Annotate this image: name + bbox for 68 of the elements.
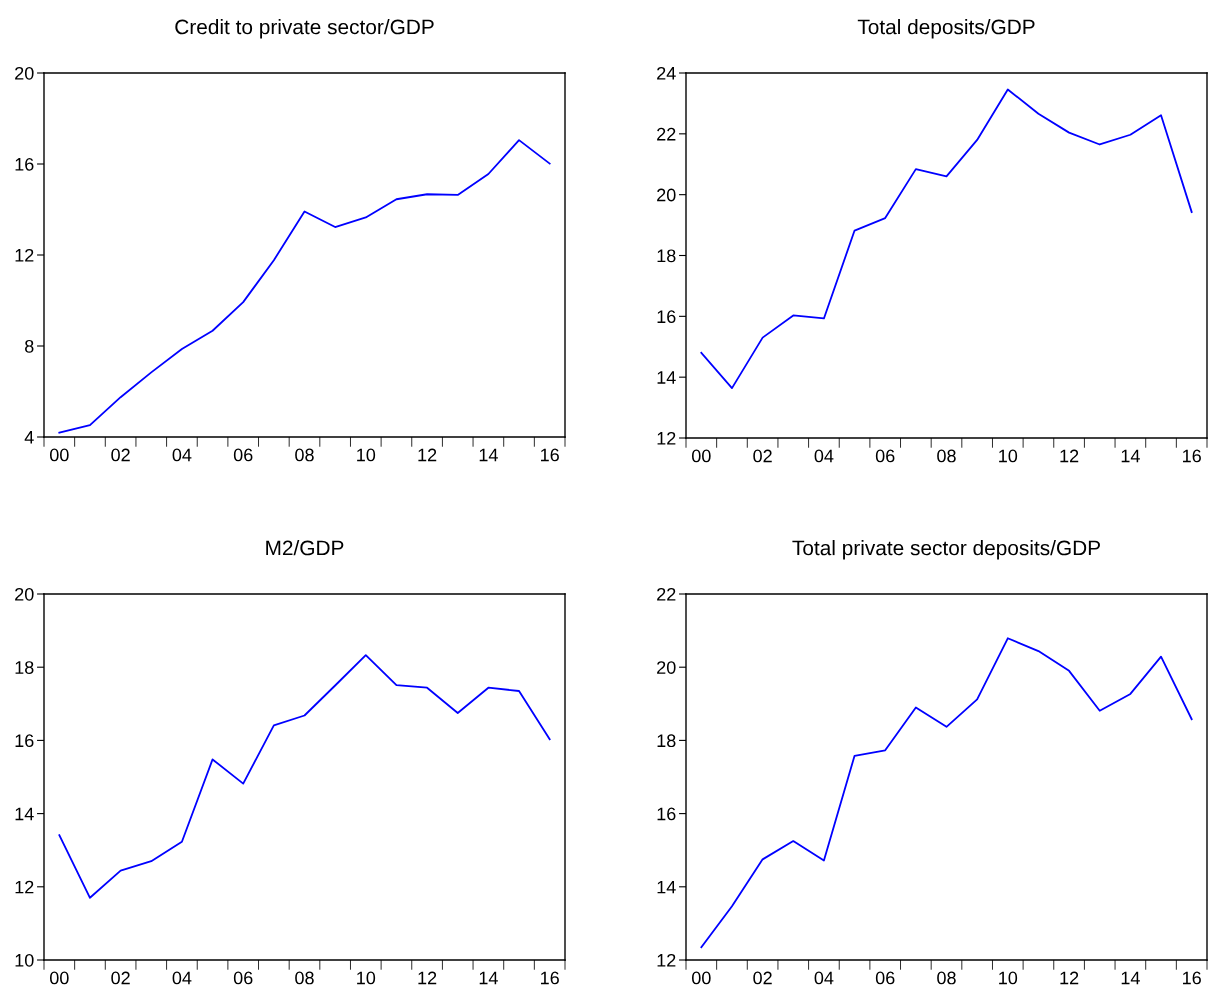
chart-title: M2/GDP: [266, 540, 344, 556]
x-tick-label: 08: [937, 971, 956, 985]
x-tick-label: 02: [753, 449, 772, 463]
y-tick-label: 20: [15, 66, 34, 80]
x-tick-label: 10: [999, 449, 1018, 463]
x-tick-label: 04: [172, 448, 192, 462]
x-tick-label: 12: [1060, 971, 1079, 985]
x-tick-label: 02: [753, 971, 772, 985]
y-tick-label: 20: [15, 587, 34, 601]
y-tick-label: 14: [15, 807, 34, 821]
y-tick-label: 22: [657, 587, 676, 601]
chart-title: Total deposits/GDP: [857, 19, 1035, 39]
x-tick-label: 16: [1183, 971, 1201, 985]
x-tick-label: 04: [814, 449, 834, 463]
x-tick-label: 12: [418, 448, 437, 462]
x-tick-label: 00: [49, 971, 69, 985]
x-tick-label: 14: [1121, 971, 1140, 985]
y-tick-label: 18: [15, 661, 34, 674]
x-tick-label: 08: [295, 448, 314, 462]
x-tick-label: 12: [418, 971, 437, 985]
x-tick-label: 16: [541, 448, 559, 462]
chart-title: Credit to private sector/GDP: [175, 19, 434, 39]
y-tick-label: 22: [657, 127, 676, 141]
x-tick-label: 10: [999, 971, 1018, 985]
y-tick-label: 16: [657, 310, 676, 324]
line-series: [700, 637, 1193, 949]
x-tick-label: 14: [1121, 449, 1140, 463]
y-tick-label: 24: [657, 66, 676, 80]
x-tick-label: 06: [233, 448, 253, 462]
y-tick-label: 4: [24, 431, 34, 444]
x-tick-label: 10: [357, 971, 376, 985]
y-tick-label: 18: [657, 734, 676, 748]
chart-title: Total private sector deposits/GDP: [792, 540, 1100, 560]
y-tick-label: 12: [657, 953, 676, 967]
line-series: [58, 654, 551, 899]
line-series: [58, 139, 551, 434]
y-tick-label: 12: [15, 248, 34, 262]
y-tick-label: 20: [657, 661, 676, 674]
x-tick-label: 02: [111, 971, 130, 985]
y-tick-label: 16: [15, 734, 34, 748]
line-series: [700, 88, 1193, 390]
x-tick-label: 08: [937, 449, 956, 463]
x-tick-label: 04: [814, 971, 834, 985]
x-tick-label: 16: [1183, 449, 1201, 463]
x-tick-label: 00: [691, 971, 711, 985]
y-tick-label: 10: [15, 953, 34, 967]
y-tick-label: 16: [15, 157, 34, 171]
x-tick-label: 02: [111, 448, 130, 462]
y-tick-label: 14: [657, 880, 676, 894]
x-tick-label: 16: [541, 971, 559, 985]
x-tick-label: 00: [49, 448, 69, 462]
x-tick-label: 04: [172, 971, 192, 985]
x-tick-label: 06: [875, 971, 895, 985]
x-tick-label: 08: [295, 971, 314, 985]
y-tick-label: 16: [657, 807, 676, 821]
y-tick-label: 18: [657, 249, 676, 263]
x-tick-label: 06: [233, 971, 253, 985]
x-tick-label: 14: [479, 448, 498, 462]
y-tick-label: 20: [657, 188, 676, 202]
x-tick-label: 06: [875, 449, 895, 463]
x-tick-label: 10: [357, 448, 376, 462]
y-tick-label: 12: [15, 880, 34, 894]
x-tick-label: 14: [479, 971, 498, 985]
y-tick-label: 8: [25, 339, 34, 353]
x-tick-label: 12: [1060, 449, 1079, 463]
y-tick-label: 14: [657, 371, 676, 384]
x-tick-label: 00: [691, 449, 711, 463]
y-tick-label: 12: [657, 431, 676, 445]
